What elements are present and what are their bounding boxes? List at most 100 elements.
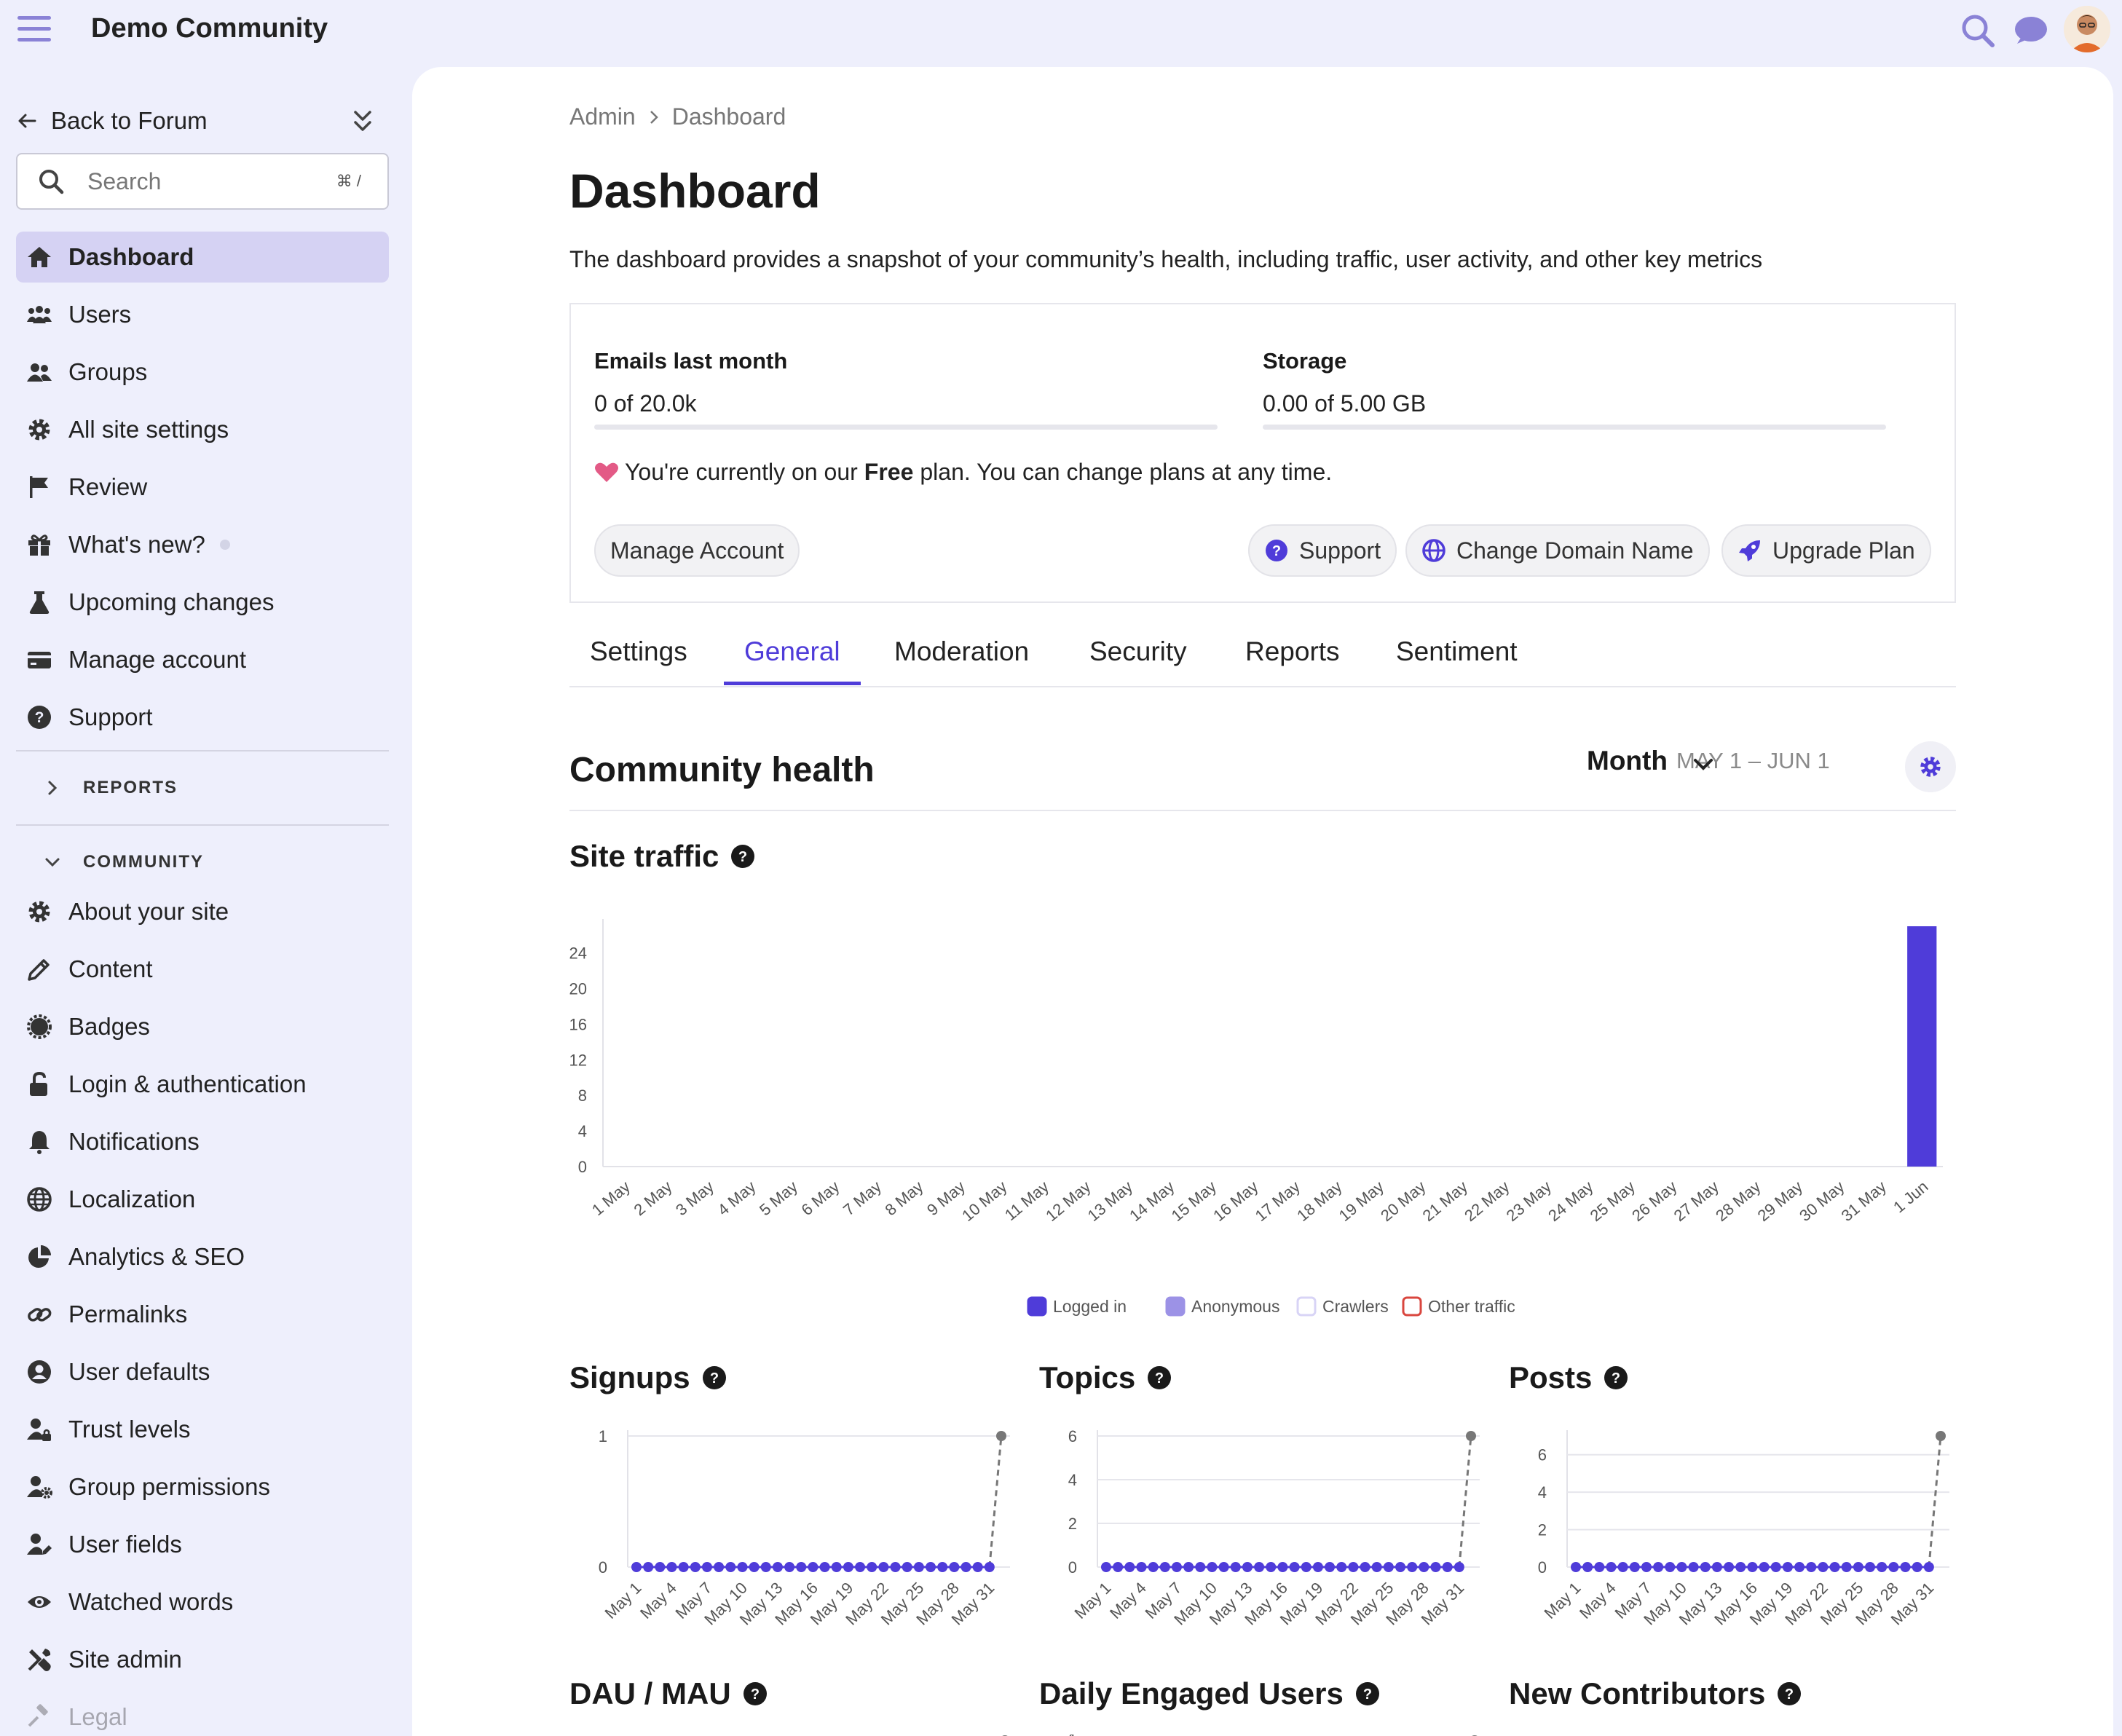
y-tick-label: 6 [1068, 1427, 1077, 1445]
sidebar-item-trust-levels[interactable]: Trust levels [16, 1404, 389, 1455]
svg-text:?: ? [1785, 1686, 1794, 1703]
help-icon[interactable]: ? [702, 1365, 727, 1390]
sidebar-item-user-fields[interactable]: User fields [16, 1519, 389, 1570]
breadcrumb-admin[interactable]: Admin [569, 103, 636, 130]
plan-notice-suffix: plan. You can change plans at any time. [920, 459, 1333, 485]
data-point [937, 1562, 948, 1572]
sidebar-item-legal[interactable]: Legal [16, 1692, 389, 1736]
chat-icon[interactable] [2010, 10, 2051, 51]
sidebar-item-label: User defaults [68, 1358, 210, 1385]
tab-moderation[interactable]: Moderation [894, 636, 1030, 666]
admin-sidebar: Back to Forum ⌘ / Dashboard Users Groups… [0, 61, 412, 1736]
groups-icon [27, 363, 52, 382]
data-point [1794, 1562, 1805, 1572]
change-domain-label: Change Domain Name [1456, 537, 1694, 564]
x-tick-label: May 4 [1106, 1579, 1150, 1622]
sidebar-item-watched-words[interactable]: Watched words [16, 1577, 389, 1628]
data-point [1759, 1562, 1770, 1572]
sidebar-item-label: Trust levels [68, 1416, 191, 1443]
help-icon[interactable]: ? [743, 1681, 768, 1706]
search-icon[interactable] [1957, 10, 1998, 51]
main-panel: Admin Dashboard Dashboard The dashboard … [412, 67, 2113, 1736]
manage-account-button[interactable]: Manage Account [594, 524, 800, 577]
signups-title: Signups ? [569, 1360, 727, 1395]
sidebar-item-whats-new[interactable]: What's new? [16, 519, 389, 570]
y-tick-label: 0 [1068, 1558, 1077, 1577]
sidebar-item-upcoming-changes[interactable]: Upcoming changes [16, 577, 389, 628]
help-icon[interactable]: ? [730, 844, 755, 869]
legend-label: Crawlers [1322, 1297, 1389, 1316]
rocket-icon [1739, 540, 1760, 561]
tab-general[interactable]: General [744, 636, 840, 666]
community-health-title: Community health [569, 751, 875, 789]
sidebar-item-dashboard[interactable]: Dashboard [16, 232, 389, 283]
period-selector[interactable]: Month MAY 1 – JUN 1 [1587, 746, 1830, 776]
arrow-left-icon [18, 114, 36, 128]
tab-security[interactable]: Security [1089, 636, 1187, 666]
sidebar-item-localization[interactable]: Localization [16, 1174, 389, 1225]
sidebar-item-group-permissions[interactable]: Group permissions [16, 1461, 389, 1512]
dashboard-settings-button[interactable] [1905, 741, 1956, 792]
sidebar-item-users[interactable]: Users [16, 289, 389, 340]
x-tick-label: 26 May [1628, 1177, 1680, 1226]
sidebar-item-groups[interactable]: Groups [16, 347, 389, 398]
sidebar-item-label: Watched words [68, 1588, 234, 1615]
sidebar-item-analytics-seo[interactable]: Analytics & SEO [16, 1231, 389, 1282]
sidebar-item-login-authentication[interactable]: Login & authentication [16, 1059, 389, 1110]
y-tick-label: 1 [599, 1427, 607, 1445]
sidebar-item-content[interactable]: Content [16, 944, 389, 995]
sidebar-item-site-admin[interactable]: Site admin [16, 1634, 389, 1685]
sidebar-item-review[interactable]: Review [16, 462, 389, 513]
hamburger-icon[interactable] [17, 16, 51, 42]
help-icon[interactable]: ? [1355, 1681, 1380, 1706]
sidebar-item-label: Users [68, 301, 132, 328]
sidebar-item-user-defaults[interactable]: User defaults [16, 1346, 389, 1397]
data-point [1606, 1562, 1617, 1572]
x-tick-label: 7 May [840, 1177, 885, 1220]
sidebar-item-permalinks[interactable]: Permalinks [16, 1289, 389, 1340]
chevron-down-icon[interactable] [1691, 751, 1716, 776]
sidebar-item-notifications[interactable]: Notifications [16, 1116, 389, 1167]
change-domain-button[interactable]: Change Domain Name [1405, 524, 1710, 577]
breadcrumb-dashboard[interactable]: Dashboard [671, 103, 786, 130]
sidebar-search[interactable]: ⌘ / [16, 153, 389, 210]
tab-sentiment[interactable]: Sentiment [1396, 636, 1518, 666]
data-point [1419, 1562, 1429, 1572]
page-description: The dashboard provides a snapshot of you… [569, 246, 1763, 272]
sidebar-item-badges[interactable]: Badges [16, 1001, 389, 1052]
sidebar-item-about-your-site[interactable]: About your site [16, 886, 389, 937]
new-contributors-label: New Contributors [1509, 1676, 1766, 1711]
reports-section-toggle[interactable]: REPORTS [44, 778, 178, 798]
topics-title: Topics ? [1039, 1360, 1172, 1395]
gear-icon [28, 901, 50, 923]
data-point [1629, 1562, 1640, 1572]
support-button[interactable]: ? Support [1248, 524, 1397, 577]
signups-label: Signups [569, 1360, 690, 1394]
community-section-toggle[interactable]: COMMUNITY [44, 852, 204, 872]
tab-settings[interactable]: Settings [590, 636, 687, 666]
collapse-all-icon[interactable] [351, 106, 374, 135]
question-icon: ? [28, 706, 51, 729]
page-title: Dashboard [569, 164, 821, 218]
chevron-down-icon [45, 858, 60, 867]
help-icon[interactable]: ? [1147, 1365, 1172, 1390]
sidebar-item-support[interactable]: ? Support [16, 692, 389, 743]
help-icon[interactable]: ? [1777, 1681, 1802, 1706]
emails-usage-value: 0 of 20.0k [594, 390, 697, 417]
data-point [1735, 1562, 1746, 1572]
help-icon[interactable]: ? [1604, 1365, 1628, 1390]
upgrade-plan-button[interactable]: Upgrade Plan [1721, 524, 1931, 577]
avatar[interactable] [2064, 6, 2110, 52]
data-point [784, 1562, 795, 1572]
x-tick-label: 5 May [756, 1177, 801, 1220]
sidebar-search-input[interactable] [87, 167, 306, 195]
svg-text:?: ? [1363, 1686, 1372, 1703]
sidebar-item-manage-account[interactable]: Manage account [16, 634, 389, 685]
sidebar-item-all-site-settings[interactable]: All site settings [16, 404, 389, 455]
trend-line-segment [988, 1435, 1003, 1568]
trend-line-segment [1458, 1435, 1472, 1568]
data-point [1711, 1562, 1722, 1572]
site-title[interactable]: Demo Community [91, 13, 328, 44]
tab-reports[interactable]: Reports [1245, 636, 1340, 666]
back-to-forum-link[interactable]: Back to Forum [16, 103, 387, 138]
